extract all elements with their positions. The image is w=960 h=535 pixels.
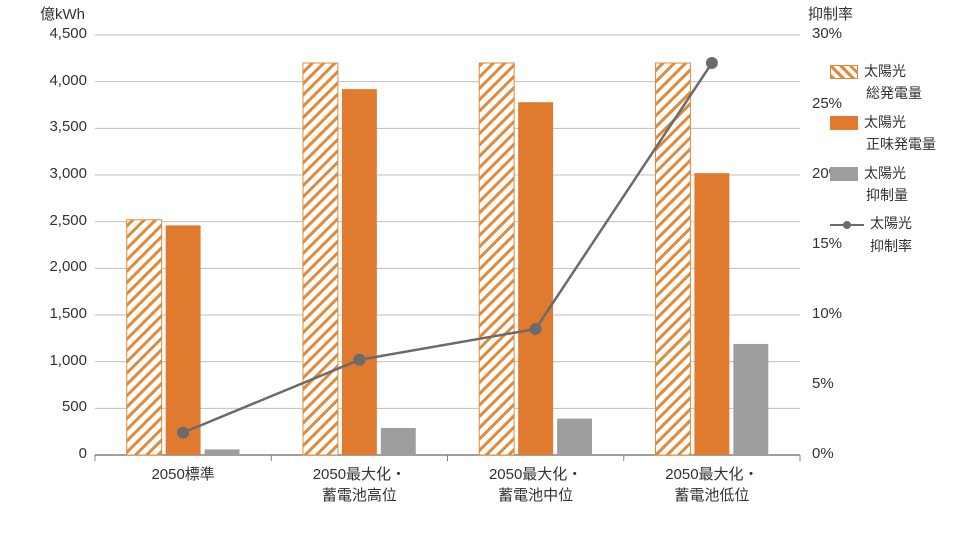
y2-tick: 30% <box>812 25 860 42</box>
legend-item-curtail: 太陽光抑制量 <box>830 162 936 207</box>
y2-tick: 0% <box>812 445 860 462</box>
y1-tick: 0 <box>35 445 87 462</box>
legend-label-l2: 正味発電量 <box>866 136 936 152</box>
y1-tick: 2,500 <box>35 212 87 229</box>
y1-tick: 4,000 <box>35 72 87 89</box>
line-marker <box>353 354 365 366</box>
y1-tick: 500 <box>35 398 87 415</box>
legend-label-l2: 総発電量 <box>866 85 922 101</box>
legend-label-l1: 太陽光 <box>870 215 912 231</box>
legend-item-total: 太陽光総発電量 <box>830 60 936 105</box>
y1-tick: 2,000 <box>35 258 87 275</box>
line-marker <box>706 57 718 69</box>
bar-total <box>127 220 162 455</box>
category-label: 2050最大化・ 蓄電池中位 <box>448 463 624 505</box>
y2-tick: 10% <box>812 305 860 322</box>
legend-label-l2: 抑制量 <box>866 187 908 203</box>
bar-curtail <box>733 344 768 455</box>
bar-curtail <box>205 449 240 455</box>
legend-item-rate: 太陽光抑制率 <box>830 212 936 257</box>
chart-container: 0 500 1,000 1,500 2,000 2,500 3,000 3,500 4,000 4… <box>0 0 960 535</box>
legend-label-l1: 太陽光 <box>864 114 906 130</box>
bar-net <box>694 173 729 455</box>
bar-net <box>518 102 553 455</box>
bar-curtail <box>557 419 592 455</box>
y1-tick: 3,500 <box>35 118 87 135</box>
legend-label-l2: 抑制率 <box>870 238 912 254</box>
y1-tick: 3,000 <box>35 165 87 182</box>
y2-title: 抑制率 <box>808 3 853 24</box>
y1-tick: 4,500 <box>35 25 87 42</box>
bar-total <box>303 63 338 455</box>
bar-curtail <box>381 428 416 455</box>
category-label: 2050最大化・ 蓄電池高位 <box>271 463 447 505</box>
bar-net <box>166 225 201 455</box>
line-marker <box>530 323 542 335</box>
bar-total <box>479 63 514 455</box>
category-label: 2050最大化・ 蓄電池低位 <box>624 463 800 505</box>
legend-swatch <box>830 167 858 181</box>
bar-net <box>342 89 377 455</box>
y2-tick: 5% <box>812 375 860 392</box>
legend-item-net: 太陽光正味発電量 <box>830 111 936 156</box>
legend-label-l1: 太陽光 <box>864 165 906 181</box>
legend-swatch <box>830 116 858 130</box>
legend-label-l1: 太陽光 <box>864 63 906 79</box>
legend-swatch <box>830 65 858 79</box>
y1-title: 億kWh <box>40 3 85 24</box>
legend-line-swatch <box>830 224 864 226</box>
line-marker <box>177 427 189 439</box>
category-label: 2050標準 <box>95 463 271 484</box>
legend: 太陽光総発電量太陽光正味発電量太陽光抑制量太陽光抑制率 <box>830 60 936 263</box>
y1-tick: 1,500 <box>35 305 87 322</box>
y1-tick: 1,000 <box>35 352 87 369</box>
